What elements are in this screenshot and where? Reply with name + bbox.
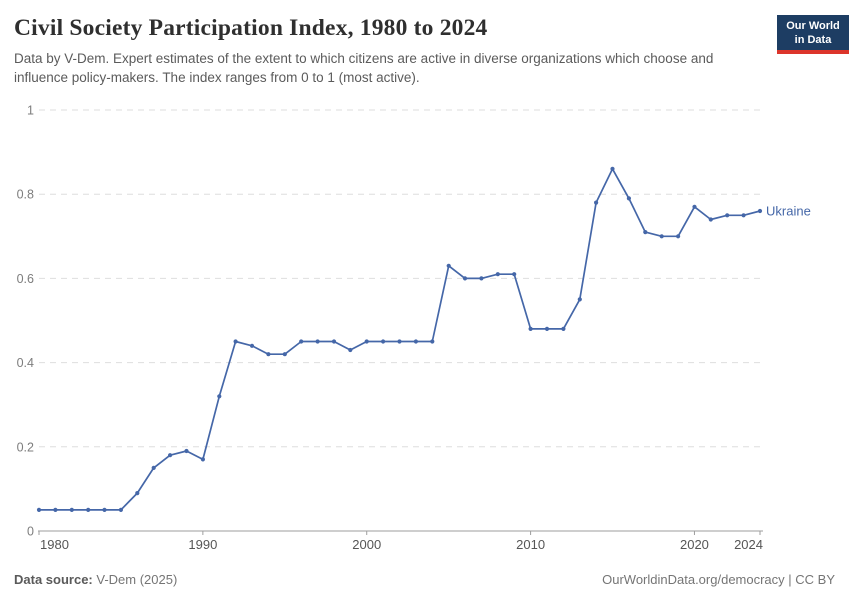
data-source-value: V-Dem (2025) [92, 572, 178, 587]
y-tick-label: 0.6 [17, 272, 34, 286]
series-point[interactable] [757, 208, 763, 214]
series-point[interactable] [659, 234, 664, 239]
owid-logo-line1: Our World [786, 20, 840, 32]
x-tick-label: 1980 [40, 537, 69, 552]
series-point[interactable] [708, 217, 713, 222]
series-line[interactable] [38, 168, 761, 511]
x-tick-label: 2010 [516, 537, 545, 552]
series-point[interactable] [381, 339, 386, 344]
series-point[interactable] [118, 507, 123, 512]
series-label[interactable]: Ukraine [766, 204, 811, 219]
y-tick-label: 0.8 [17, 188, 34, 202]
series-point[interactable] [676, 234, 681, 239]
x-tick-label: 2000 [352, 537, 381, 552]
y-tick-label: 0 [27, 525, 34, 539]
series-point[interactable] [577, 297, 582, 302]
credit-line[interactable]: OurWorldinData.org/democracy | CC BY [602, 572, 835, 587]
data-source: Data source: V-Dem (2025) [14, 572, 177, 587]
series-point[interactable] [184, 448, 189, 454]
owid-logo-line2: in Data [794, 34, 832, 47]
chart-title: Civil Society Participation Index, 1980 … [14, 15, 488, 41]
series-point[interactable] [413, 339, 418, 344]
x-tick-label: 2024 [734, 537, 763, 552]
series-point[interactable] [151, 465, 156, 470]
series-point[interactable] [200, 457, 205, 462]
series-point[interactable] [331, 339, 337, 344]
chart-footer: Data source: V-Dem (2025) OurWorldinData… [14, 572, 835, 587]
series-point[interactable] [725, 213, 730, 218]
series-point[interactable] [86, 507, 91, 512]
series-point[interactable] [594, 200, 599, 205]
owid-logo[interactable]: Our World in Data [777, 15, 849, 55]
series-point[interactable] [610, 166, 615, 171]
series-point[interactable] [135, 491, 140, 496]
series-point[interactable] [53, 507, 58, 512]
series-point[interactable] [479, 276, 484, 281]
y-tick-label: 0.2 [17, 440, 34, 454]
series-point[interactable] [626, 196, 632, 201]
series-point[interactable] [266, 352, 271, 357]
series-point[interactable] [217, 394, 222, 399]
chart-subtitle: Data by V-Dem. Expert estimates of the e… [14, 51, 714, 86]
series-point[interactable] [692, 204, 697, 209]
y-tick-label: 0.4 [17, 356, 34, 370]
series-point[interactable] [69, 507, 74, 512]
data-source-label: Data source: [14, 572, 93, 587]
x-tick-label: 2020 [680, 537, 709, 552]
chart-header: Civil Society Participation Index, 1980 … [14, 0, 836, 87]
series-point[interactable] [282, 352, 287, 357]
series-point[interactable] [462, 276, 468, 281]
series-point[interactable] [512, 272, 517, 277]
y-tick-label: 1 [27, 104, 34, 118]
series-point[interactable] [36, 507, 42, 512]
series-point[interactable] [299, 339, 304, 344]
series-point[interactable] [233, 339, 238, 344]
series-point[interactable] [495, 272, 500, 277]
series-point[interactable] [249, 343, 255, 348]
series-point[interactable] [741, 213, 746, 218]
x-tick-label: 1990 [188, 537, 217, 552]
series-point[interactable] [544, 326, 550, 331]
series-point[interactable] [397, 339, 402, 344]
series-point[interactable] [430, 339, 435, 344]
series-point[interactable] [315, 339, 320, 344]
series-point[interactable] [561, 326, 566, 331]
series-point[interactable] [168, 453, 173, 458]
series-point[interactable] [643, 230, 648, 235]
series-point[interactable] [102, 507, 107, 512]
series-point[interactable] [528, 326, 533, 331]
series-point[interactable] [364, 339, 369, 344]
series-point[interactable] [348, 347, 353, 353]
series-point[interactable] [446, 263, 451, 268]
